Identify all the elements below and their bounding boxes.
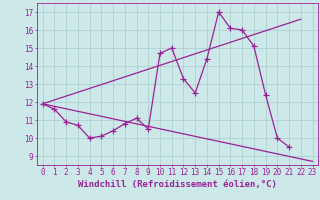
- X-axis label: Windchill (Refroidissement éolien,°C): Windchill (Refroidissement éolien,°C): [78, 180, 277, 189]
